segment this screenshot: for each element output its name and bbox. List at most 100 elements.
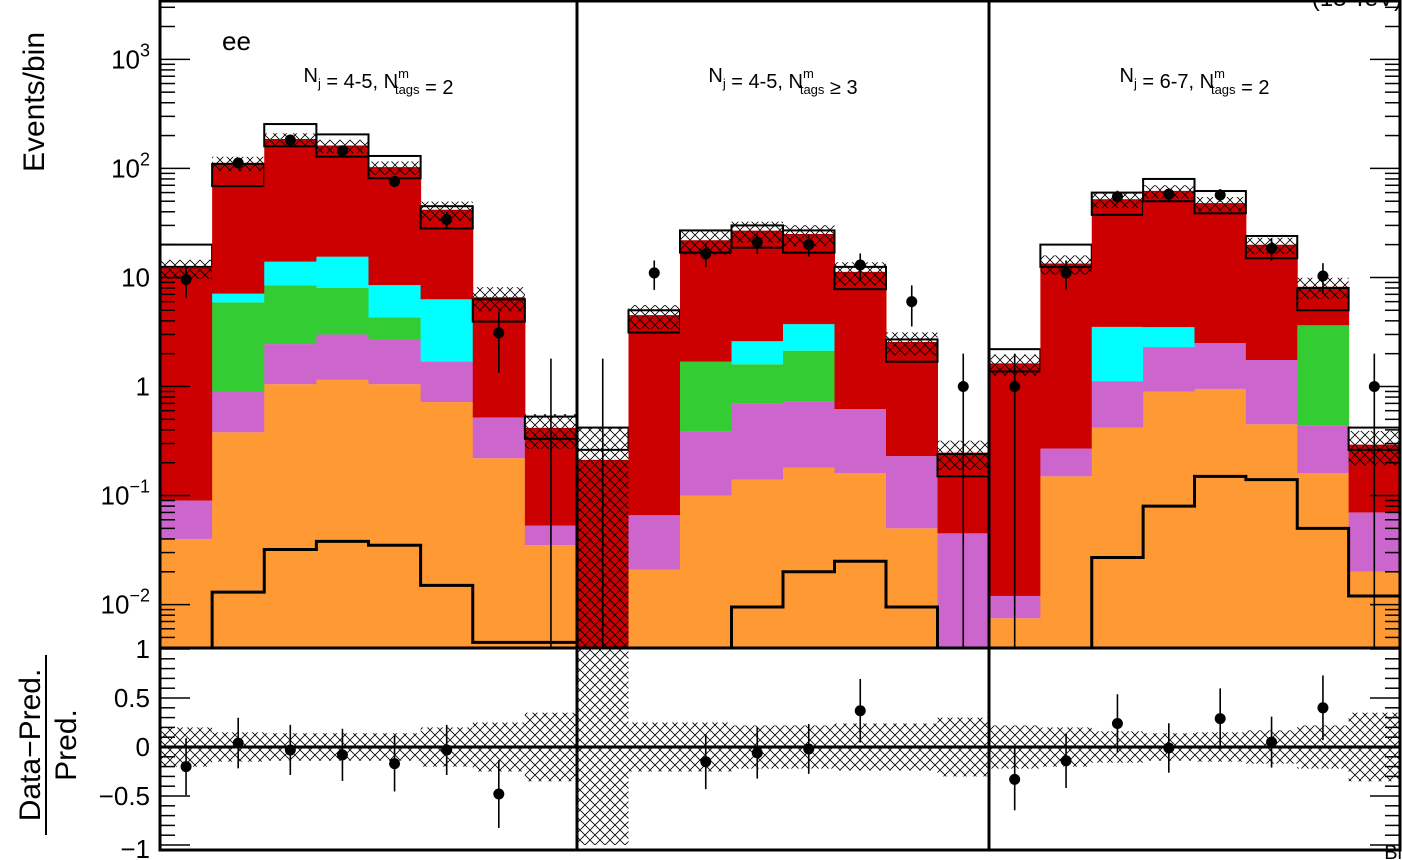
stack-green-bar: [212, 302, 265, 392]
stack-green-bar: [731, 364, 784, 404]
stack-orange-bar: [783, 467, 835, 648]
stack-orange-bar: [1297, 473, 1350, 648]
data-point: [1317, 270, 1329, 282]
ratio-point: [493, 788, 505, 800]
data-point: [1060, 267, 1072, 279]
ratio-tick-label: −1: [120, 834, 150, 860]
signal-step-line: [678, 559, 939, 648]
ratio-axis-label-denominator: Pred.: [50, 709, 83, 781]
data-point: [751, 236, 763, 248]
ratio-point: [803, 743, 815, 755]
stack-red-bar: [1194, 203, 1247, 344]
stack-violet-bar: [1143, 347, 1195, 392]
axes-frame: [158, 0, 1402, 852]
data-point: [700, 248, 712, 260]
stack-cyan-bar: [316, 256, 369, 289]
data-point: [441, 213, 453, 225]
stack-cyan-bar: [731, 341, 784, 365]
stack-violet-bar: [420, 361, 474, 403]
stack-orange-bar: [212, 432, 265, 648]
panel-label: Nj = 6-7, Nm tags = 2: [1120, 65, 1270, 99]
stack-cyan-bar: [368, 285, 422, 318]
stack-cyan-bar: [420, 299, 474, 362]
stack-cyan-bar: [1143, 327, 1195, 348]
stack-red-bar: [628, 315, 681, 516]
stack-red-bar: [1091, 199, 1144, 327]
data-point: [1214, 189, 1226, 201]
stack-red-bar: [212, 163, 265, 294]
total-outline: [419, 205, 474, 230]
uncertainty-band: [886, 332, 938, 356]
ratio-tick-label: 0.5: [114, 683, 150, 713]
data-point: [854, 259, 866, 271]
ratio-point: [854, 705, 866, 717]
ratio-point: [751, 747, 763, 759]
stack-violet-bar: [1091, 381, 1144, 428]
y-tick-label: 10−1: [101, 477, 150, 511]
ratio-plot-area: [160, 649, 1400, 845]
stack-cyan-bar: [1091, 326, 1144, 382]
stack-orange-bar: [731, 479, 784, 648]
y-tick-label: 10: [121, 262, 150, 292]
stack-orange-bar: [1194, 388, 1247, 648]
ratio-point: [1317, 702, 1329, 714]
data-point: [1163, 188, 1175, 200]
y-tick-label: 1: [136, 371, 150, 401]
stack-cyan-bar: [212, 293, 265, 303]
data-point: [906, 296, 918, 308]
stack-orange-bar: [680, 495, 732, 648]
data-point: [336, 145, 348, 157]
stack-orange-bar: [1091, 427, 1144, 648]
stack-orange-bar: [886, 528, 938, 648]
ratio-point: [336, 749, 348, 761]
stack-violet-bar: [368, 339, 422, 385]
ratio-point: [389, 758, 401, 770]
stack-red-bar: [834, 272, 887, 410]
stack-orange-bar: [420, 402, 474, 648]
stack-green-bar: [680, 361, 732, 432]
uncertainty-band: [1194, 197, 1246, 212]
data-point: [803, 239, 815, 251]
ratio-tick-label: −0.5: [99, 781, 150, 811]
stack-orange-bar: [368, 384, 422, 648]
stack-violet-bar: [834, 409, 887, 474]
data-point: [232, 157, 244, 169]
stack-violet-bar: [472, 417, 526, 459]
ratio-point: [700, 756, 712, 768]
y-tick-label: 10−2: [101, 586, 150, 620]
stack-cyan-bar: [783, 324, 835, 351]
stack-orange-bar: [1143, 391, 1195, 648]
panel-label: Nj = 4-5, Nm tags ≥ 3: [708, 65, 857, 99]
stack-violet-bar: [1194, 343, 1247, 389]
signal-step-line: [210, 539, 577, 648]
signal-step-line: [1038, 474, 1400, 648]
total-outline: [315, 133, 370, 158]
stack-violet-bar: [680, 431, 732, 496]
stack-violet-bar: [783, 401, 835, 468]
ratio-tick-label: 0: [136, 732, 150, 762]
x-axis-label-fragment: Bl: [1384, 842, 1402, 860]
stack-violet-bar: [886, 456, 938, 529]
data-point: [284, 134, 296, 146]
y-tick-label: 102: [111, 149, 150, 183]
ratio-point: [1266, 736, 1278, 748]
uncertainty-band: [731, 221, 783, 243]
data-point: [493, 327, 505, 339]
stack-cyan-bar: [264, 261, 317, 286]
panel-label: Nj = 4-5, Nm tags = 2: [304, 65, 454, 99]
stack-orange-bar: [628, 569, 681, 648]
ratio-point: [1009, 773, 1021, 785]
stack-orange-bar: [316, 379, 369, 648]
stack-orange-bar: [1040, 476, 1093, 648]
stack-red-bar: [886, 342, 938, 457]
stack-violet-bar: [264, 344, 317, 385]
stack-orange-bar: [1245, 424, 1298, 648]
ratio-frame: [158, 646, 1402, 852]
data-point: [180, 273, 192, 285]
main-plot-area: [160, 123, 1401, 648]
ratio-point: [1111, 717, 1123, 729]
stack-orange-bar: [472, 458, 526, 648]
data-point: [1266, 242, 1278, 254]
stack-red-bar: [264, 139, 317, 262]
data-point: [1111, 191, 1123, 203]
